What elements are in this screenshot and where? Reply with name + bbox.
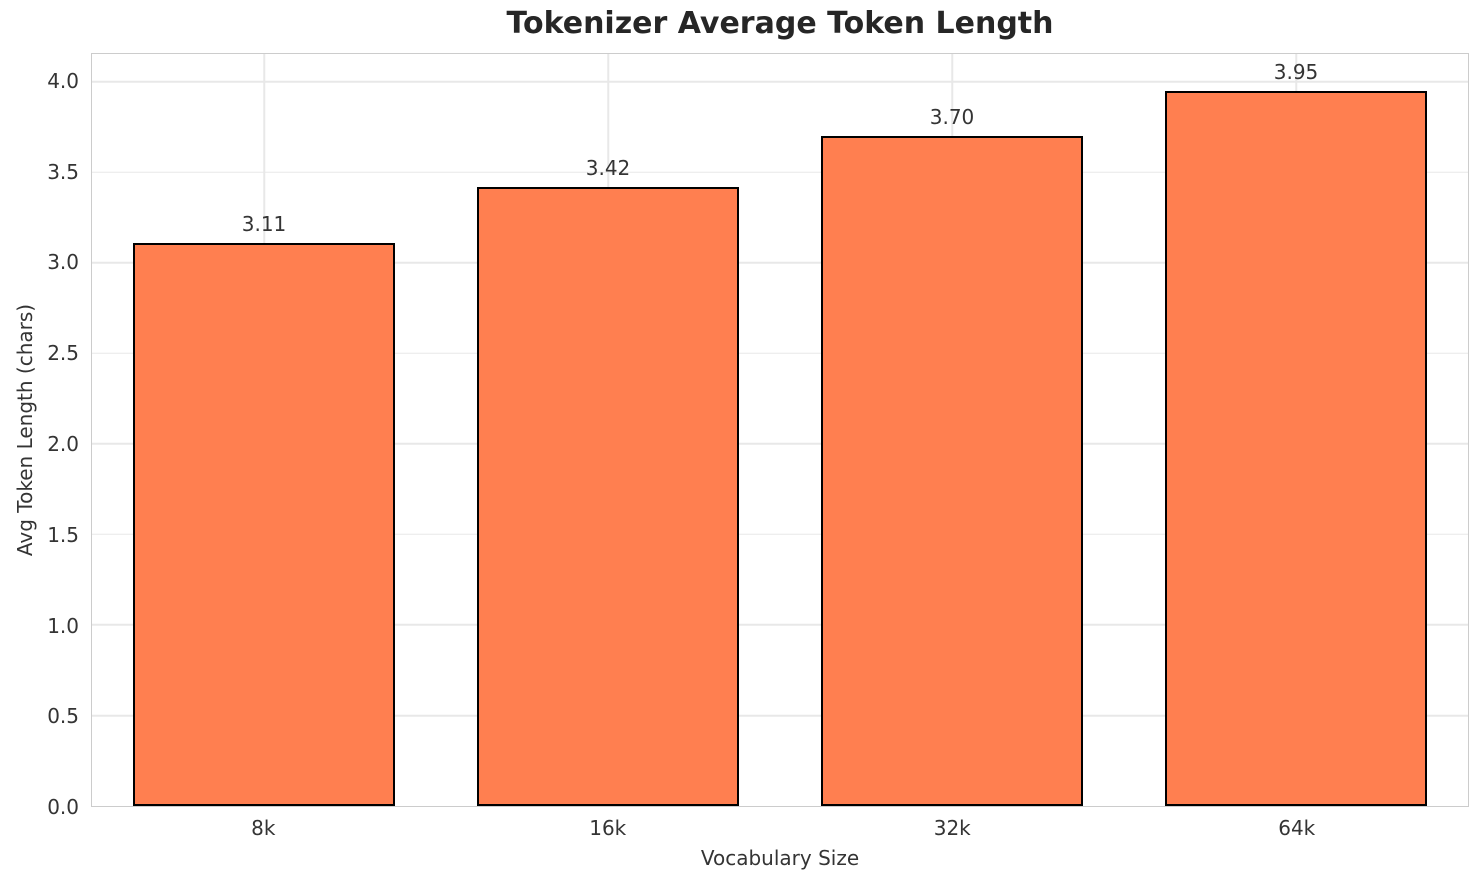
gridline-horizontal bbox=[92, 443, 1468, 445]
bar bbox=[1165, 90, 1427, 806]
y-tick-label: 1.5 bbox=[47, 522, 79, 547]
x-tick-label: 16k bbox=[589, 816, 627, 840]
x-tick-labels: 8k 16k 32k 64k bbox=[91, 816, 1469, 842]
x-axis-label: Vocabulary Size bbox=[700, 846, 860, 870]
x-tick-label: 8k bbox=[251, 816, 276, 840]
y-tick-labels: 0.0 0.5 1.0 1.5 2.0 2.5 3.0 3.5 4.0 bbox=[0, 53, 79, 819]
gridline-horizontal bbox=[92, 81, 1468, 83]
y-tick-label: 1.0 bbox=[47, 613, 79, 638]
x-tick-label: 32k bbox=[933, 816, 971, 840]
y-tick-label: 0.5 bbox=[47, 704, 79, 729]
chart-title: Tokenizer Average Token Length bbox=[506, 6, 1054, 41]
bar-value-label: 3.70 bbox=[929, 105, 975, 130]
gridline-horizontal bbox=[92, 171, 1468, 174]
y-tick-label: 2.0 bbox=[47, 431, 79, 456]
y-tick-label: 3.5 bbox=[47, 159, 79, 184]
gridline-horizontal bbox=[92, 262, 1468, 264]
plot-area: 3.11 3.42 3.70 3.95 bbox=[91, 53, 1469, 807]
y-tick-label: 3.0 bbox=[47, 250, 79, 275]
bar bbox=[821, 136, 1083, 806]
bar-value-label: 3.42 bbox=[585, 155, 631, 180]
y-tick-label: 4.0 bbox=[47, 68, 79, 93]
y-tick-label: 0.0 bbox=[47, 795, 79, 819]
gridline-horizontal bbox=[92, 352, 1468, 355]
y-tick-label: 2.5 bbox=[47, 341, 79, 366]
bar-value-label: 3.11 bbox=[241, 212, 287, 236]
gridline-horizontal bbox=[92, 533, 1468, 536]
bar-value-label: 3.95 bbox=[1273, 59, 1319, 84]
x-tick-label: 64k bbox=[1278, 816, 1316, 840]
gridline-horizontal bbox=[92, 624, 1468, 626]
bar bbox=[477, 186, 739, 806]
bar bbox=[133, 243, 395, 806]
gridline-horizontal bbox=[92, 714, 1468, 717]
